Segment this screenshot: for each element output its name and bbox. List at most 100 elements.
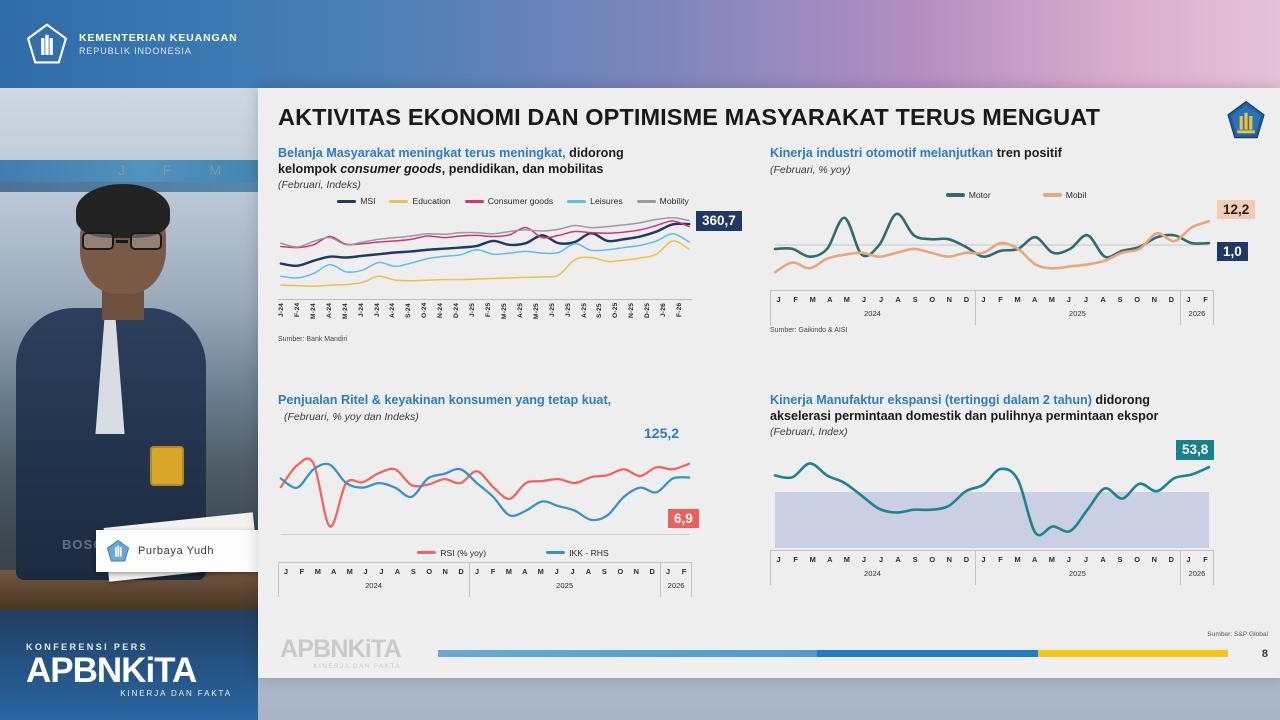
panel-subtitle: (Februari, % yoy dan Indeks): [284, 410, 419, 423]
panel-kinerja-manufaktur: Kinerja Manufaktur ekspansi (tertinggi d…: [770, 393, 1262, 663]
axis-month-tick: J-25: [469, 303, 477, 318]
panel-heading: Kinerja Manufaktur ekspansi (tertinggi d…: [770, 393, 1262, 424]
axis-month-tick: M: [1048, 294, 1055, 304]
axis-month-tick: J: [1186, 555, 1191, 565]
axis-month-tick: D: [963, 555, 970, 565]
axis-month-tick: S-25: [596, 303, 604, 319]
axis-month-tick: D: [649, 566, 655, 576]
axis-month-tick: D: [458, 566, 464, 576]
axis-month-tick: D-25: [644, 303, 652, 319]
axis-month-tick: J: [570, 566, 575, 576]
legend-label: Motor: [968, 189, 991, 200]
axis-month-tick: O: [1134, 294, 1141, 304]
legend-item-mobility: Mobility: [636, 196, 689, 206]
panel-heading-rest-1: didorong: [1091, 393, 1150, 407]
legend-swatch: [389, 199, 409, 204]
axis-month-tick: M: [1014, 555, 1021, 565]
axis-month-tick: F-25: [484, 303, 492, 318]
axis-month-tick: S: [1117, 294, 1123, 304]
axis-month-tick: F: [793, 555, 798, 565]
axis-month-tick: J-26: [660, 303, 668, 318]
axis-month-tick: J: [1186, 294, 1191, 304]
axis-month-tick: J: [878, 294, 884, 304]
axis-month-tick: M: [346, 566, 353, 576]
panel-penjualan-ritel: Penjualan Ritel & keyakinan konsumen yan…: [278, 393, 748, 663]
speaker-nameplate: Purbaya Yudh: [96, 530, 268, 572]
axis-month-tick: J: [363, 566, 368, 576]
axis-month-tick: J-25: [564, 303, 572, 318]
panel-heading: Kinerja industri otomotif melanjutkan tr…: [770, 146, 1262, 162]
axis-month-tick: A: [1032, 555, 1038, 565]
press-tagline: KINERJA DAN FAKTA: [120, 689, 232, 698]
slide-page-number: 8: [1261, 648, 1268, 660]
axis-month-tick: M: [1014, 294, 1021, 304]
axis-month-tick: N: [1151, 555, 1157, 565]
slide-footer: Sumber: S&P Global APBNKiTA KINERJA DAN …: [258, 631, 1280, 678]
axis-month-tick: F: [299, 566, 305, 576]
value-badge-msi: 360,7: [696, 211, 742, 231]
chart-automotive: 12,2 1,0: [770, 199, 1262, 288]
axis-month-tick: A-24: [325, 303, 333, 319]
axis-month-tick: A: [827, 294, 833, 304]
ministry-country: REPUBLIK INDONESIA: [79, 46, 192, 57]
chart-manufacturing-plot: [773, 462, 1211, 549]
speaker-figure: [10, 184, 258, 582]
axis-month-tick: A: [1100, 555, 1106, 565]
axis-month-tick: A-24: [389, 303, 397, 319]
axis-month-tick: A: [827, 555, 833, 565]
axis-month-tick: J: [861, 555, 866, 565]
value-badge-rsi: 6,9: [668, 508, 699, 529]
axis-month-tick: F: [793, 294, 798, 304]
axis-month-tick: F: [490, 566, 496, 576]
axis-month-tick: F: [998, 555, 1003, 565]
press-kicker: KONFERENSI PERS: [26, 642, 149, 653]
axis-month-tick: J: [1066, 555, 1071, 565]
chart-legend-retail: RSI (% yoy) IKK - RHS: [278, 548, 748, 558]
axis-year-label: 2026: [1188, 308, 1206, 318]
axis-month-tick: M: [843, 555, 850, 565]
legend-label: RSI (% yoy): [440, 547, 487, 558]
axis-month-tick: O: [1134, 555, 1141, 565]
legend-label: MSI: [360, 196, 376, 207]
value-badge-mobil: 12,2: [1217, 199, 1256, 220]
panel-subtitle: (Februari, % yoy): [770, 163, 851, 176]
axis-month-tick: O-24: [421, 303, 429, 319]
axis-month-tick: S: [1117, 555, 1123, 565]
axis-month-tick: J: [379, 566, 384, 576]
speaker-hair: [76, 184, 170, 238]
axis-month-tick: A: [895, 294, 901, 304]
slide-footer-progress-bar: [438, 650, 1228, 657]
legend-item-mobil: Mobil: [1042, 190, 1086, 200]
axis-month-tick: D-24: [453, 303, 461, 319]
axis-month-tick: O: [929, 555, 936, 565]
axis-month-tick: F: [998, 294, 1003, 304]
axis-month-tick: M: [1048, 555, 1055, 565]
axis-month-tick: O-25: [612, 303, 620, 319]
axis-month-tick: M: [505, 566, 512, 576]
chart-spending: 360,7: [278, 207, 748, 299]
axis-month-tick: A: [895, 555, 901, 565]
panel-heading-rest-2: akselerasi permintaan domestik dan pulih…: [770, 408, 1159, 423]
panel-heading-highlight: Belanja Masyarakat meningkat terus menin…: [278, 146, 566, 160]
axis-month-tick: A: [1100, 294, 1106, 304]
axis-month-tick: J-24: [278, 303, 285, 318]
speaker-name: Purbaya Yudh: [138, 545, 215, 557]
axis-year-label: 2026: [1188, 569, 1206, 579]
axis-month-tick: D: [963, 294, 970, 304]
axis-year-label: 2025: [1068, 308, 1086, 318]
axis-month-tick: A: [1032, 294, 1038, 304]
ministry-crest-icon: [106, 539, 130, 562]
chart-legend-spending: MSI Education Consumer goods Leisures Mobili…: [278, 196, 748, 206]
axis-month-tick: D: [1168, 555, 1174, 565]
axis-month-tick: A: [331, 566, 337, 576]
axis-month-tick: J: [554, 566, 559, 576]
panel-heading-highlight: Kinerja Manufaktur ekspansi (tertinggi d…: [770, 393, 1092, 407]
legend-item-rsi-yoy: RSI (% yoy): [417, 548, 486, 558]
legend-label: Education: [412, 196, 451, 207]
axis-month-tick: J: [861, 294, 866, 304]
legend-item-motor: Motor: [945, 189, 991, 200]
axis-month-tick: N: [946, 555, 952, 565]
axis-month-tick: M-24: [341, 303, 349, 320]
axis-month-tick: N: [1151, 294, 1157, 304]
